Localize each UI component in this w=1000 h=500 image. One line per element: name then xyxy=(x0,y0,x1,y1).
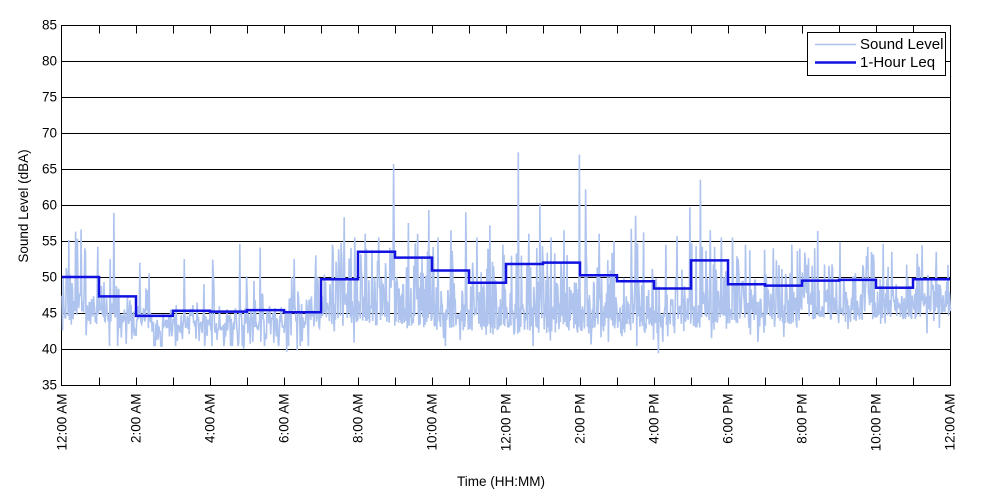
svg-text:12:00 AM: 12:00 AM xyxy=(55,394,70,451)
svg-text:40: 40 xyxy=(42,342,57,357)
svg-text:4:00 PM: 4:00 PM xyxy=(647,394,662,444)
svg-text:8:00 PM: 8:00 PM xyxy=(795,394,810,444)
svg-text:12:00 PM: 12:00 PM xyxy=(499,394,514,452)
svg-text:55: 55 xyxy=(42,234,57,249)
svg-text:10:00 PM: 10:00 PM xyxy=(869,394,884,452)
svg-text:2:00 PM: 2:00 PM xyxy=(573,394,588,444)
svg-text:35: 35 xyxy=(42,378,57,393)
svg-text:2:00 AM: 2:00 AM xyxy=(129,394,144,444)
svg-text:12:00 AM: 12:00 AM xyxy=(943,394,958,451)
svg-text:10:00 AM: 10:00 AM xyxy=(425,394,440,451)
svg-text:4:00 AM: 4:00 AM xyxy=(203,394,218,444)
svg-text:8:00 AM: 8:00 AM xyxy=(351,394,366,444)
svg-text:6:00 PM: 6:00 PM xyxy=(721,394,736,444)
svg-text:75: 75 xyxy=(42,90,57,105)
svg-text:60: 60 xyxy=(42,198,57,213)
svg-text:65: 65 xyxy=(42,162,57,177)
svg-text:6:00 AM: 6:00 AM xyxy=(277,394,292,444)
svg-text:Time (HH:MM): Time (HH:MM) xyxy=(457,474,545,489)
svg-text:45: 45 xyxy=(42,306,57,321)
svg-text:Sound Level (dBA): Sound Level (dBA) xyxy=(16,149,31,262)
svg-text:70: 70 xyxy=(42,126,57,141)
svg-text:80: 80 xyxy=(42,54,57,69)
svg-text:Sound Level: Sound Level xyxy=(860,36,943,53)
svg-text:50: 50 xyxy=(42,270,57,285)
svg-text:85: 85 xyxy=(42,18,57,33)
svg-text:1-Hour Leq: 1-Hour Leq xyxy=(860,54,935,71)
